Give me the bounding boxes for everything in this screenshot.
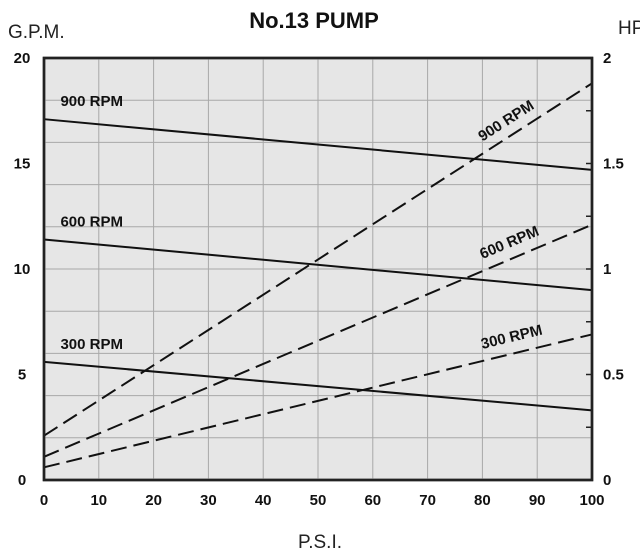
chart-title: No.13 PUMP (249, 8, 379, 33)
horsepower-line (43, 82, 593, 437)
right-axis-label: HP (618, 18, 640, 39)
right-tick-label: 0 (603, 472, 611, 489)
x-tick-label: 0 (40, 492, 48, 509)
axis-ticks: 0 10 20 30 40 50 60 70 80 90 100 0 5 10 15 20 0 0.5 1 1.5 2 (14, 50, 624, 509)
left-tick-label: 20 (14, 50, 31, 67)
left-tick-label: 0 (18, 472, 26, 489)
right-tick-label: 1 (603, 261, 611, 278)
series-lines (43, 82, 593, 469)
x-tick-label: 30 (200, 492, 217, 509)
left-tick-label: 15 (14, 156, 31, 173)
horsepower-line (43, 223, 593, 458)
flow-line (43, 118, 593, 171)
flow-series-label: 600 RPM (60, 213, 123, 230)
x-tick-label: 40 (255, 492, 272, 509)
x-tick-label: 50 (310, 492, 327, 509)
x-tick-label: 100 (579, 492, 604, 509)
flow-line (43, 360, 593, 412)
left-tick-label: 10 (14, 261, 31, 278)
left-tick-label: 5 (18, 367, 26, 384)
right-tick-label: 1.5 (603, 156, 624, 173)
x-tick-label: 70 (419, 492, 436, 509)
horsepower-line (43, 333, 593, 469)
left-axis-label: G.P.M. (8, 22, 65, 43)
flow-line (43, 238, 593, 292)
right-tick-label: 0.5 (603, 367, 624, 384)
x-tick-label: 90 (529, 492, 546, 509)
x-tick-label: 10 (90, 492, 107, 509)
x-tick-label: 60 (364, 492, 381, 509)
x-axis-label: P.S.I. (298, 532, 342, 553)
flow-series-label: 900 RPM (60, 93, 123, 110)
plot-border (42, 56, 594, 482)
gridlines (44, 58, 592, 480)
x-tick-label: 20 (145, 492, 162, 509)
right-tick-label: 2 (603, 50, 611, 67)
flow-series-label: 300 RPM (60, 336, 123, 353)
x-tick-label: 80 (474, 492, 491, 509)
